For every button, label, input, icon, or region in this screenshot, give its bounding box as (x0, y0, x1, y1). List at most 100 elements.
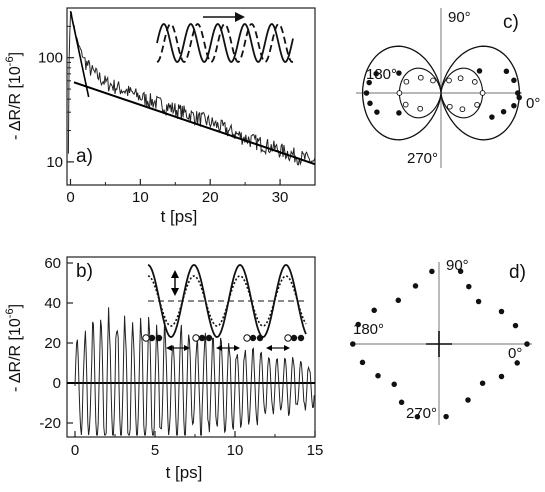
panel-b-ylabel-exp: -6 (4, 308, 16, 318)
panel-d-point (375, 372, 381, 379)
panel-b-xtick-label: 5 (151, 442, 159, 459)
panel-b-inset-atom-open (284, 334, 292, 342)
panel-b-xtick-label: 15 (307, 442, 324, 459)
panel-c-point-open (403, 78, 410, 85)
panel-c-point-filled (396, 110, 402, 116)
panel-b-inset-arrowhead-down (171, 288, 179, 296)
panel-c-label-180: 180° (366, 66, 397, 83)
panel-c-point-filled (367, 100, 373, 107)
panel-d-point (465, 397, 471, 403)
panel-c-point-filled (373, 70, 379, 77)
svg-text:- ΔR/R [10-6]: - ΔR/R [10-6] (4, 304, 24, 392)
panel-b: 0 5 10 15 -20 0 20 40 60 b) t [ps] - ΔR/R [10-6] (4, 255, 323, 482)
panel-d-label: d) (509, 262, 526, 283)
panel-a: 0 10 20 30 10 100 a) t [ps] - ΔR/R [10-6] (4, 7, 316, 226)
panel-c-series (361, 45, 522, 141)
panel-a-fit-fast (69, 10, 90, 98)
panel-c-point-filled (489, 114, 495, 120)
panel-b-inset-arrowhead-left (166, 345, 172, 351)
panel-c-point-open (479, 90, 486, 96)
svg-text:- ΔR/R [10-6]: - ΔR/R [10-6] (4, 52, 24, 140)
panel-c-label-270: 270° (407, 150, 438, 167)
panel-d-point (398, 399, 405, 406)
panel-d-point (412, 283, 419, 289)
panel-d-point (514, 360, 520, 366)
panel-b-inset-arrowhead-up (171, 270, 179, 278)
panel-d-label-0: 0° (508, 345, 522, 362)
panel-c-point-open (457, 75, 464, 82)
panel-b-inset-atom-open (142, 334, 150, 342)
panel-c-point-open (402, 101, 409, 108)
panel-c-point-filled (500, 108, 507, 115)
panel-c-point-open (459, 106, 466, 113)
panel-b-inset-arrowhead-right (284, 345, 290, 351)
panel-c-point-open (417, 105, 424, 112)
panel-c-point-filled (515, 90, 521, 96)
panel-b-ytick-label: 60 (44, 255, 61, 272)
panel-b-oscillation-trace (74, 307, 315, 436)
panel-b-inset-arrowhead-left (266, 345, 272, 351)
panel-d-point (524, 341, 530, 347)
panel-c-point-open (474, 101, 480, 108)
panel-b-inset-atom (148, 334, 156, 342)
panel-d-point (395, 297, 402, 304)
panel-b-inset (142, 264, 307, 351)
panel-d-point (350, 341, 356, 347)
panel-b-inset-atom (249, 334, 257, 342)
panel-b-ylabel-main: - ΔR/R [10 (7, 318, 24, 392)
panel-c-point-filled (396, 70, 402, 76)
panel-a-measured-trace (67, 12, 316, 166)
panel-a-xtick-label: 20 (202, 189, 219, 206)
panel-a-series (67, 10, 316, 166)
panel-d-point (371, 307, 377, 314)
panel-b-inset-arrowhead-left (216, 345, 222, 351)
panel-c-label-90: 90° (448, 9, 471, 26)
panel-b-series (67, 307, 315, 436)
panel-a-tick-labels: 0 10 20 30 10 100 (38, 50, 288, 206)
panel-b-inset-solid-wave (147, 264, 307, 338)
panel-b-frame (66, 256, 316, 438)
panel-a-xtick-label: 10 (132, 189, 149, 206)
panel-d-point (429, 268, 435, 275)
panel-c-point-open (471, 79, 478, 85)
panel-c-fit-outer (361, 45, 521, 141)
panel-a-ylabel: - ΔR/R [10-6] (4, 52, 24, 140)
panel-c-point-open (396, 90, 403, 96)
panel-d-point (414, 413, 421, 420)
panel-c: 90° 180° 0° 270° c) (356, 8, 540, 168)
panel-c-point-open (446, 103, 453, 110)
panel-d-point (457, 268, 464, 275)
panel-c-point-filled (503, 68, 510, 75)
panel-b-inset-atom-open (192, 334, 200, 342)
panel-b-xlabel: t [ps] (166, 463, 203, 482)
panel-c-point-filled (476, 68, 483, 74)
panel-d-point (466, 283, 472, 290)
panel-b-inset-atom-open (243, 334, 251, 342)
panel-b-inset-atom (290, 334, 298, 342)
panel-c-point-filled (516, 94, 522, 101)
panel-b-inset-atom (256, 334, 264, 342)
panel-d-point (512, 322, 519, 329)
panel-c-point-open (417, 74, 424, 81)
panel-b-ytick-label: 0 (53, 375, 61, 392)
panel-d-series (350, 268, 530, 420)
panel-b-ylabel-close: ] (7, 304, 24, 308)
panel-a-xlabel: t [ps] (161, 207, 198, 226)
panel-b-inset-dotted-wave (147, 275, 307, 327)
panel-d-point (359, 359, 366, 366)
panel-b-tick-labels: 0 5 10 15 -20 0 20 40 60 (39, 255, 323, 459)
panel-b-inset-atom (205, 334, 213, 342)
panel-b-ylabel: - ΔR/R [10-6] (4, 304, 24, 392)
panel-a-frame (66, 7, 316, 186)
panel-c-point-filled (366, 79, 372, 86)
panel-b-xtick-label: 10 (227, 442, 244, 459)
panel-a-ytick-label: 100 (38, 50, 63, 67)
panel-d-point (355, 321, 361, 328)
panel-a-xtick-label: 30 (272, 189, 289, 206)
panel-d-point (443, 413, 449, 420)
panel-a-inset-dashed-wave (156, 23, 294, 64)
panel-b-inset-atom (155, 334, 163, 342)
panel-d-point (475, 298, 482, 305)
panel-b-label: b) (76, 261, 93, 282)
